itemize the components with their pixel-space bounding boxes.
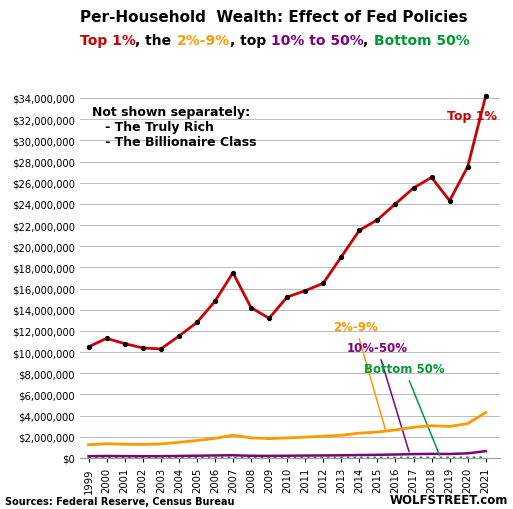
Text: , the: , the [135, 35, 176, 48]
Text: 10%-50%: 10%-50% [347, 342, 409, 452]
Text: Per-Household  Wealth: Effect of Fed Policies: Per-Household Wealth: Effect of Fed Poli… [80, 11, 467, 25]
Text: Top 1%: Top 1% [446, 109, 497, 122]
Text: Bottom 50%: Bottom 50% [373, 35, 469, 48]
Text: 2%-9%: 2%-9% [333, 321, 386, 431]
Text: Top 1%: Top 1% [80, 35, 135, 48]
Text: Sources: Federal Reserve, Census Bureau: Sources: Federal Reserve, Census Bureau [5, 496, 234, 506]
Text: Bottom 50%: Bottom 50% [364, 363, 445, 456]
Text: 10% to 50%: 10% to 50% [271, 35, 363, 48]
Text: , top: , top [229, 35, 271, 48]
Text: Not shown separately:
   - The Truly Rich
   - The Billionaire Class: Not shown separately: - The Truly Rich -… [92, 106, 256, 149]
Text: 2%-9%: 2%-9% [176, 35, 229, 48]
Text: ,: , [363, 35, 373, 48]
Text: WOLFSTREET.com: WOLFSTREET.com [389, 494, 508, 506]
